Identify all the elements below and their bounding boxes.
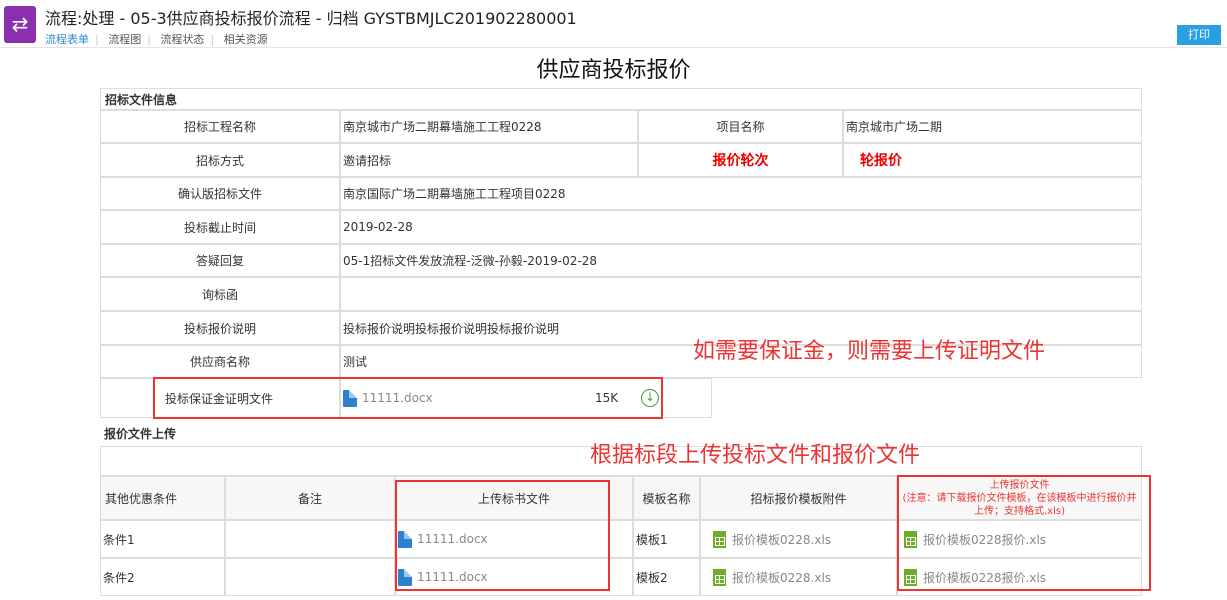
- quote-file-cell[interactable]: 报价模板0228报价.xls: [897, 558, 1142, 596]
- word-file-icon: [398, 530, 412, 548]
- section-upload: 报价文件上传: [100, 420, 1142, 446]
- condition-cell: 条件2: [100, 558, 225, 596]
- field-label: 投标报价说明: [100, 311, 340, 345]
- bid-file-link[interactable]: 11111.docx: [417, 570, 488, 584]
- field-value: 轮报价: [843, 143, 1142, 177]
- field-label: 确认版招标文件: [100, 177, 340, 210]
- note-cell: [225, 558, 395, 596]
- page-title: 供应商投标报价: [536, 58, 691, 83]
- bid-file-link[interactable]: 11111.docx: [417, 532, 488, 546]
- field-value: 2019-02-28: [340, 210, 1142, 244]
- field-label: 招标工程名称: [100, 110, 340, 143]
- field-value: 南京国际广场二期幕墙施工工程项目0228: [340, 177, 1142, 210]
- excel-file-icon: [713, 568, 726, 586]
- field-value: 邀请招标: [340, 143, 638, 177]
- column-header: 备注: [225, 476, 395, 520]
- column-header: 上传标书文件: [395, 476, 633, 520]
- tab-resources[interactable]: 相关资源: [223, 33, 268, 46]
- tab-status[interactable]: 流程状态: [160, 33, 205, 46]
- quote-file-link[interactable]: 报价模板0228报价.xls: [923, 532, 1047, 547]
- app-logo-icon: ⇄: [4, 6, 36, 43]
- field-value: 投标报价说明投标报价说明投标报价说明: [340, 311, 1142, 345]
- print-button[interactable]: 打印: [1177, 25, 1221, 45]
- section-tender-info: 招标文件信息: [100, 88, 1142, 110]
- field-value: 南京城市广场二期: [843, 110, 1142, 143]
- annotation-box: [153, 377, 663, 419]
- annotation-box: [897, 475, 1151, 591]
- field-value: 南京城市广场二期幕墙施工工程0228: [340, 110, 638, 143]
- note-cell: [225, 520, 395, 558]
- field-label: 招标方式: [100, 143, 340, 177]
- deposit-filename[interactable]: 11111.docx: [362, 391, 433, 405]
- annotation-text: 如需要保证金，则需要上传证明文件: [693, 339, 1046, 364]
- quote-file-link[interactable]: 报价模板0228报价.xls: [923, 570, 1047, 585]
- template-file-link[interactable]: 报价模板0228.xls: [732, 570, 832, 585]
- tab-form[interactable]: 流程表单: [45, 33, 89, 46]
- template-name-cell: 模板2: [633, 558, 700, 596]
- condition-cell: 条件1: [100, 520, 225, 558]
- template-file-cell[interactable]: 报价模板0228.xls: [700, 558, 897, 596]
- template-name-cell: 模板1: [633, 520, 700, 558]
- field-value: 05-1招标文件发放流程-泛微-孙毅-2019-02-28: [340, 244, 1142, 277]
- template-file-cell[interactable]: 报价模板0228.xls: [700, 520, 897, 558]
- window-title: 流程:处理 - 05-3供应商投标报价流程 - 归档 GYSTBMJLC2019…: [45, 9, 577, 28]
- bid-file-cell[interactable]: 11111.docx: [395, 520, 633, 558]
- excel-file-icon: [713, 530, 726, 548]
- template-file-link[interactable]: 报价模板0228.xls: [732, 532, 832, 547]
- annotation-box: [395, 480, 610, 591]
- field-value: 测试: [340, 345, 1142, 378]
- download-icon[interactable]: ↓: [641, 389, 659, 407]
- spacer-row: [100, 446, 1142, 476]
- tab-bar: 流程表单 | 流程图 | 流程状态 | 相关资源: [45, 33, 268, 46]
- field-label: 报价轮次: [638, 143, 843, 177]
- excel-file-icon: [904, 530, 917, 548]
- column-header: 招标报价模板附件: [700, 476, 897, 520]
- field-label: 答疑回复: [100, 244, 340, 277]
- tab-flowchart[interactable]: 流程图: [108, 33, 142, 46]
- column-header: 模板名称: [633, 476, 700, 520]
- divider: [0, 47, 1227, 48]
- annotation-text: 根据标段上传投标文件和报价文件: [590, 443, 921, 468]
- field-label: 投标截止时间: [100, 210, 340, 244]
- field-value: [340, 277, 1142, 311]
- word-file-icon: [398, 568, 412, 586]
- deposit-size: 15K: [595, 391, 619, 405]
- column-header: 其他优惠条件: [100, 476, 225, 520]
- field-label: 项目名称: [638, 110, 843, 143]
- excel-file-icon: [904, 568, 917, 586]
- field-label: 询标函: [100, 277, 340, 311]
- field-label: 供应商名称: [100, 345, 340, 378]
- word-file-icon: [343, 389, 357, 407]
